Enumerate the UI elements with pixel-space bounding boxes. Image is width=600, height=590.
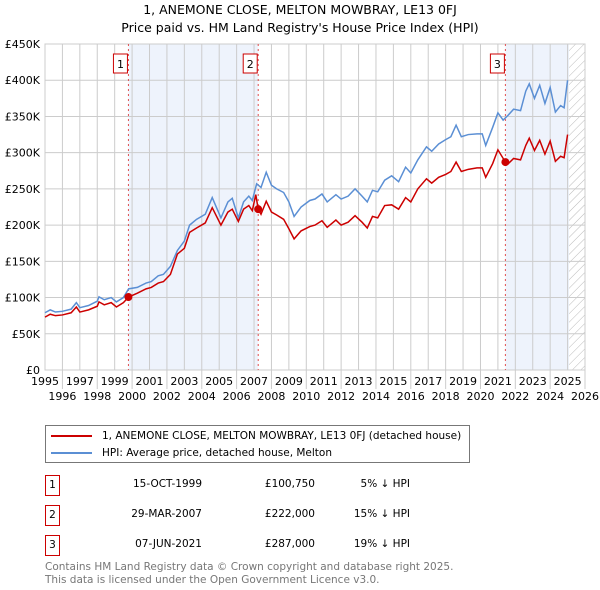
footer: Contains HM Land Registry data © Crown c…	[45, 561, 453, 587]
sale-price: £100,750	[264, 478, 315, 490]
sale-number: 2	[45, 505, 60, 526]
x-tick-label: 1998	[83, 390, 111, 403]
footer-line: This data is licensed under the Open Gov…	[45, 574, 380, 586]
x-tick-label: 1999	[101, 375, 129, 388]
x-tick-label: 2010	[292, 390, 320, 403]
sale-date: 15-OCT-1999	[133, 478, 202, 490]
y-tick-label: £50K	[12, 328, 41, 341]
plot-border	[44, 43, 586, 371]
x-tick-label: 2015	[379, 375, 407, 388]
forecast-hatch	[568, 44, 585, 370]
sale-label: 1	[117, 58, 124, 71]
x-tick-label: 2008	[257, 390, 285, 403]
x-tick-label: 2020	[466, 390, 494, 403]
footer-line: Contains HM Land Registry data © Crown c…	[45, 561, 454, 573]
sale-number: 1	[45, 475, 60, 496]
x-tick-label: 2019	[449, 375, 477, 388]
x-tick-label: 1996	[48, 390, 76, 403]
sale-marker	[254, 205, 263, 214]
sale-label-box	[112, 53, 128, 74]
x-tick-label: 2002	[153, 390, 181, 403]
x-tick-label: 2016	[397, 390, 425, 403]
x-tick-label: 2013	[345, 375, 373, 388]
x-tick-label: 2005	[205, 375, 233, 388]
sale-date: 07-JUN-2021	[135, 538, 202, 550]
property-line	[44, 134, 569, 318]
y-tick-label: £350K	[5, 110, 41, 123]
x-tick-label: 1997	[66, 375, 94, 388]
shade-region	[128, 44, 259, 370]
sale-row: 1 15-OCT-1999 £100,750 5% ↓ HPI	[45, 475, 445, 496]
x-tick-label: 2007	[240, 375, 268, 388]
x-tick-label: 2001	[136, 375, 164, 388]
chart-subtitle: Price paid vs. HM Land Registry's House …	[121, 20, 479, 35]
legend-swatch	[51, 452, 92, 454]
legend-item-property: 1, ANEMONE CLOSE, MELTON MOWBRAY, LE13 0…	[51, 428, 461, 444]
sale-label-box	[489, 53, 505, 74]
legend-label: HPI: Average price, detached house, Melt…	[102, 447, 333, 459]
sale-price: £287,000	[264, 538, 315, 550]
y-tick-label: £0	[26, 364, 40, 377]
sale-label-box	[242, 53, 258, 74]
legend-label: 1, ANEMONE CLOSE, MELTON MOWBRAY, LE13 0…	[102, 430, 462, 442]
x-tick-label: 2018	[432, 390, 460, 403]
sale-label: 3	[494, 58, 501, 71]
plot-area: 1995 1996 1997 1998 1999 2000 2001 2002 2003 2004…	[5, 38, 599, 403]
x-tick-label: 2009	[275, 375, 303, 388]
sale-row: 3 07-JUN-2021 £287,000 19% ↓ HPI	[45, 535, 445, 556]
chart-title: 1, ANEMONE CLOSE, MELTON MOWBRAY, LE13 0…	[143, 2, 457, 17]
x-tick-label: 2004	[188, 390, 216, 403]
legend-item-hpi: HPI: Average price, detached house, Melt…	[51, 445, 332, 461]
y-tick-label: £450K	[5, 38, 41, 51]
x-tick-label: 2026	[571, 390, 599, 403]
x-tick-label: 2006	[223, 390, 251, 403]
y-tick-label: £400K	[5, 74, 41, 87]
sale-price: £222,000	[264, 508, 315, 520]
y-tick-label: £300K	[5, 147, 41, 160]
y-tick-label: £200K	[5, 219, 41, 232]
x-tick-label: 2017	[414, 375, 442, 388]
y-tick-label: £100K	[5, 292, 41, 305]
sale-marker	[124, 293, 133, 302]
x-tick-label: 2014	[362, 390, 390, 403]
hpi-line	[44, 80, 569, 314]
sale-date: 29-MAR-2007	[131, 508, 202, 520]
x-tick-label: 2022	[501, 390, 529, 403]
y-tick-label: £250K	[5, 183, 41, 196]
legend: 1, ANEMONE CLOSE, MELTON MOWBRAY, LE13 0…	[45, 425, 470, 463]
x-tick-label: 2023	[519, 375, 547, 388]
x-tick-label: 2025	[554, 375, 582, 388]
y-tick-label: £150K	[5, 255, 41, 268]
sale-marker	[501, 158, 510, 167]
sale-hpi: 19% ↓ HPI	[353, 538, 410, 550]
x-tick-label: 2012	[327, 390, 355, 403]
shade-region	[505, 44, 569, 370]
x-tick-label: 1995	[31, 375, 59, 388]
x-tick-label: 2011	[310, 375, 338, 388]
legend-swatch	[51, 435, 92, 437]
x-tick-label: 2021	[484, 375, 512, 388]
sale-hpi: 5% ↓ HPI	[360, 478, 410, 490]
x-tick-label: 2024	[536, 390, 564, 403]
sale-hpi: 15% ↓ HPI	[353, 508, 410, 520]
sale-label: 2	[247, 58, 254, 71]
x-tick-label: 2000	[118, 390, 146, 403]
sale-row: 2 29-MAR-2007 £222,000 15% ↓ HPI	[45, 505, 445, 526]
x-tick-label: 2003	[170, 375, 198, 388]
sale-number: 3	[45, 535, 60, 556]
